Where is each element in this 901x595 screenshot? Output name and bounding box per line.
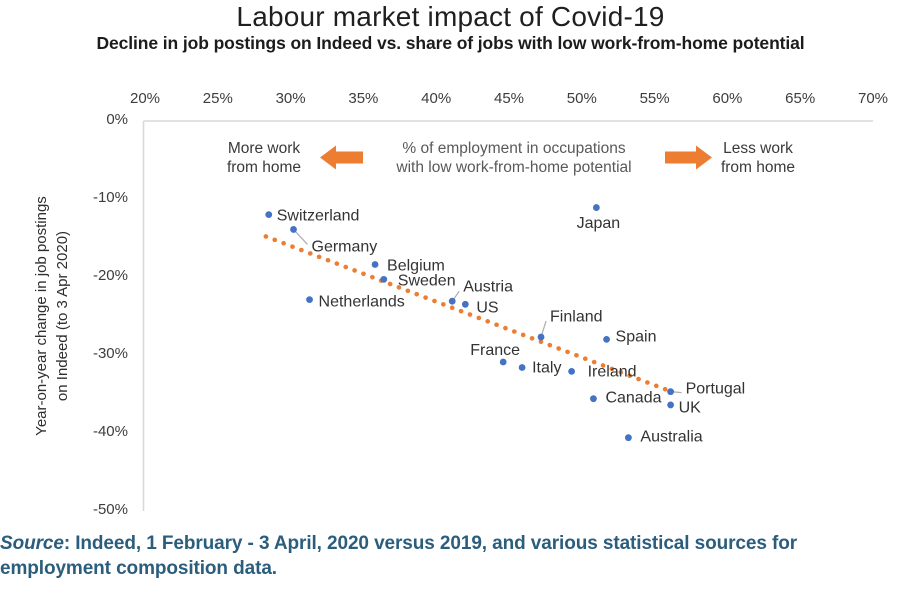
- data-point: [448, 297, 456, 305]
- data-point: [592, 204, 600, 211]
- annotation-axis-description-line1: % of employment in occupations: [402, 140, 626, 157]
- x-tick-label: 55%: [639, 90, 670, 107]
- data-point: [667, 401, 675, 409]
- x-tick-label: 50%: [566, 90, 597, 107]
- data-point-label: UK: [678, 399, 701, 417]
- data-point-label: Switzerland: [276, 207, 360, 225]
- data-point: [603, 336, 610, 343]
- data-point: [590, 395, 597, 403]
- left-arrow-icon: [320, 145, 363, 170]
- data-point: [518, 364, 526, 371]
- annotation-more-wfh: More work from home: [154, 139, 374, 177]
- x-tick-label: 60%: [712, 90, 743, 107]
- data-point-label: France: [470, 342, 521, 360]
- x-tick-label: 25%: [202, 90, 233, 107]
- leader-line: [293, 229, 308, 245]
- data-point-label: Belgium: [387, 257, 445, 275]
- y-tick-label: -20%: [92, 267, 128, 284]
- y-tick-label: -40%: [92, 423, 128, 440]
- annotation-less-wfh-line2: from home: [720, 159, 796, 176]
- x-tick-label: 35%: [348, 90, 379, 107]
- data-point-label: Netherlands: [318, 293, 405, 311]
- annotation-axis-description: % of employment in occupations with low …: [354, 139, 674, 177]
- data-point: [290, 226, 297, 233]
- x-tick-label: 40%: [421, 90, 452, 107]
- trend-line: [263, 234, 676, 395]
- x-tick-label: 70%: [857, 90, 889, 107]
- data-point-label: Australia: [640, 428, 703, 446]
- chart-subtitle: Decline in job postings on Indeed vs. sh…: [96, 33, 805, 53]
- y-tick-label: 0%: [106, 111, 128, 128]
- source-text: : Indeed, 1 February - 3 April, 2020 ver…: [0, 533, 797, 579]
- data-point-label: Portugal: [685, 380, 746, 398]
- data-point-label: Germany: [311, 238, 378, 256]
- annotation-less-wfh-line1: Less work: [723, 140, 793, 157]
- annotation-less-wfh: Less work from home: [648, 139, 868, 177]
- data-point: [499, 358, 507, 366]
- y-tick-label: -50%: [92, 501, 128, 518]
- y-tick-label: -30%: [92, 345, 128, 362]
- y-axis-title-line2: on Indeed (to 3 Apr 2020): [54, 230, 71, 402]
- data-point-label: Italy: [532, 359, 562, 377]
- data-point: [461, 300, 469, 308]
- annotation-more-wfh-line1: More work: [227, 140, 301, 157]
- y-tick-label: -10%: [92, 189, 128, 206]
- data-point-label: Spain: [615, 328, 657, 346]
- annotation-axis-description-line2: with low work-from-home potential: [396, 159, 632, 176]
- data-point: [537, 333, 545, 341]
- source-note: Source: Indeed, 1 February - 3 April, 20…: [0, 531, 901, 581]
- data-point-label: Sweden: [397, 272, 456, 290]
- data-point-label: US: [476, 299, 499, 317]
- data-point-label: Canada: [605, 389, 662, 407]
- chart-title: Labour market impact of Covid-19: [236, 1, 665, 32]
- data-point-label: Japan: [576, 214, 621, 232]
- source-label: Source: [0, 533, 64, 554]
- data-point: [667, 388, 675, 396]
- data-point-label: Finland: [550, 308, 603, 326]
- data-point-label: Ireland: [587, 363, 637, 381]
- y-axis-title: Year-on-year change in job postings on I…: [31, 121, 75, 511]
- data-point: [371, 261, 379, 268]
- annotation-more-wfh-line2: from home: [226, 159, 302, 176]
- x-tick-label: 45%: [493, 90, 525, 107]
- right-arrow-icon: [665, 145, 712, 170]
- data-point: [380, 275, 388, 283]
- data-point: [306, 296, 313, 304]
- x-tick-label: 65%: [785, 90, 816, 107]
- data-point-label: Austria: [463, 278, 513, 296]
- x-tick-label: 20%: [129, 90, 161, 107]
- x-tick-label: 30%: [275, 90, 306, 107]
- data-point: [568, 367, 576, 375]
- data-point: [265, 211, 273, 219]
- y-axis-title-line1: Year-on-year change in job postings: [33, 196, 50, 436]
- data-point: [624, 434, 632, 442]
